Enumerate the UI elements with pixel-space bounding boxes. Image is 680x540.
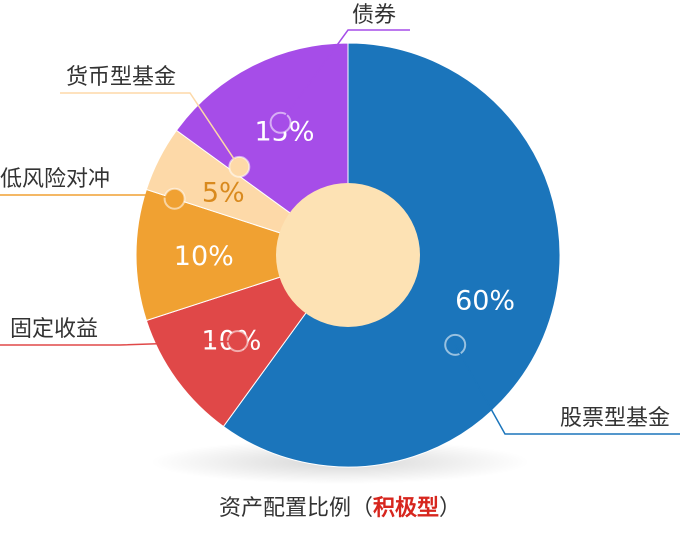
slice-3-callout-line — [0, 194, 175, 200]
slice-2-callout-line — [0, 340, 238, 346]
slice-value-labels: 60%10%10%5%15% — [174, 116, 515, 356]
slice-4-category-label: 货币型基金 — [66, 65, 176, 90]
slice-1-category-label: 股票型基金 — [560, 406, 670, 431]
slice-5-callout-line — [279, 29, 410, 124]
caption-suffix: ） — [439, 496, 462, 521]
category-callouts: 股票型基金 固定收益 低风险对冲 货币型基金 债券 — [0, 3, 680, 435]
slice-4-callout-line — [60, 92, 240, 168]
slice-1-callout-line — [454, 344, 680, 435]
slice-3-category-label: 低风险对冲 — [0, 167, 110, 192]
caption-prefix: 资产配置比例（ — [218, 496, 373, 521]
caption-highlight: 积极型 — [372, 496, 439, 521]
slice-2-category-label: 固定收益 — [10, 317, 98, 342]
slice-3-value-label: 10% — [174, 241, 234, 272]
slice-1-value-label: 60% — [455, 286, 515, 317]
pie-center-hole — [276, 183, 420, 327]
chart-caption: 资产配置比例（积极型） — [0, 490, 680, 522]
slice-4-value-label: 5% — [202, 178, 245, 209]
slice-5-category-label: 债券 — [352, 3, 396, 28]
